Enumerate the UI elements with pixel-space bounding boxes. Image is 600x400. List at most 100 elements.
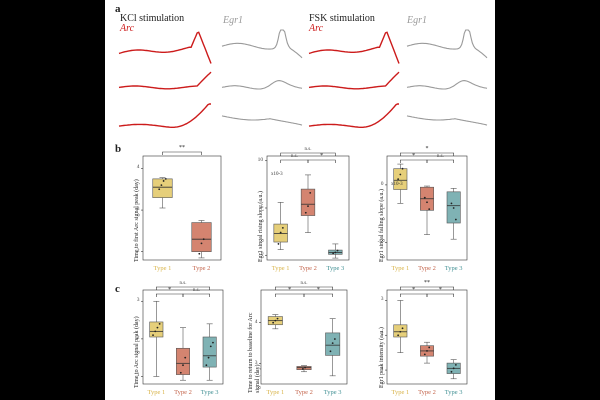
c3-sig-bracket-1 [426, 293, 454, 297]
b2-point-0-2 [281, 226, 284, 229]
c2-sig-bracket-2 [275, 286, 333, 290]
fsk-egr-trace-row2 [406, 80, 488, 90]
kcl-arc-label: Arc [120, 23, 135, 34]
fsk-arc-trace-row1 [308, 31, 400, 64]
c3-point-2-0 [450, 370, 453, 373]
fsk-egr-trace-row1 [406, 29, 488, 59]
b2-sig-bracket-2 [280, 152, 336, 156]
c3-point-2-1 [452, 367, 455, 370]
c2-box-2 [325, 332, 341, 356]
fsk-title: FSK stimulation [309, 13, 375, 24]
c1-point-0-0 [152, 334, 154, 337]
b2-point-1-0 [304, 211, 307, 214]
c3-point-0-2 [401, 327, 404, 330]
c2-frame [260, 289, 348, 385]
b3-point-1-2 [428, 208, 431, 211]
c2-sig-label-2: n.s. [300, 281, 308, 286]
kcl-arc-trace-row2 [118, 71, 212, 90]
panel-label-c: c [115, 283, 120, 295]
c3-frame [386, 289, 468, 385]
c1-ytick-label-1: 2 [136, 334, 140, 341]
c1-category-2: Type 3 [200, 389, 219, 396]
c1-box-0 [149, 321, 164, 338]
c2-point-2-1 [331, 342, 334, 345]
b3-sig-bracket-2 [400, 152, 454, 156]
c2-point-0-0 [272, 321, 275, 324]
c2-point-0-2 [276, 317, 279, 320]
c1-sig-label-2: n.s. [179, 281, 187, 286]
b2-category-1: Type 2 [299, 265, 317, 272]
fsk-arc-trace-row2 [308, 71, 400, 90]
b2-sig-label-2: n.s. [304, 147, 312, 152]
c1-category-0: Type 1 [147, 389, 166, 396]
kcl-egr1-label: Egr1 [223, 15, 243, 26]
c1-sig-bracket-2 [156, 286, 210, 290]
b3-frame [386, 155, 468, 261]
b2-sig-bracket-1 [307, 159, 336, 163]
c2-category-1: Type 2 [295, 389, 313, 396]
b3-point-0-0 [397, 178, 400, 181]
b2-point-2-1 [334, 251, 337, 254]
b1-ytick-label-0: 2 [136, 247, 140, 254]
c1-point-0-2 [156, 326, 159, 329]
c1-point-2-2 [209, 345, 212, 348]
b2-category-0: Type 1 [271, 265, 290, 272]
b3-sig-label-1: n.s. [436, 154, 444, 159]
b3-point-0-1 [399, 173, 402, 176]
b3-point-2-1 [452, 207, 455, 209]
c1-sig-bracket-1 [182, 293, 210, 297]
kcl-egr-trace-row1 [221, 29, 303, 59]
c3-point-0-0 [397, 334, 400, 337]
b1-point-0-0 [158, 188, 161, 191]
c3-sig-label-2: ** [424, 280, 430, 286]
c1-sig-label-1: n.s. [192, 288, 200, 293]
b2-exponent: x10-3 [271, 172, 283, 177]
c3-point-0-1 [399, 330, 402, 333]
c1-point-1-1 [182, 364, 184, 367]
b1-ytick-label-1: 3 [136, 206, 140, 213]
b2-sig-label-0: n.s. [290, 154, 298, 159]
b1-ytick-label-2: 4 [136, 164, 140, 171]
b3-ytick-label-0: -5 [377, 238, 383, 245]
b3-box-0 [393, 168, 408, 190]
kcl-arc-trace-row3 [118, 103, 211, 129]
kcl-egr-trace-row3 [221, 115, 303, 126]
b3-point-1-1 [426, 201, 428, 204]
b3-point-1-0 [423, 196, 426, 199]
b3-category-0: Type 1 [391, 265, 410, 272]
c1-ytick-label-2: 3 [136, 297, 140, 304]
c3-sig-label-1: * [438, 287, 442, 293]
figure: a b c KCl stimulation Arc Egr1 FSK stimu… [105, 0, 495, 400]
c2-sig-label-0: * [288, 287, 292, 293]
b3-exponent: x10-3 [391, 182, 403, 187]
c2-category-0: Type 1 [266, 389, 285, 396]
fsk-arc-trace-row3 [308, 103, 399, 129]
b3-category-2: Type 3 [444, 265, 463, 272]
c1-point-0-1 [154, 330, 157, 333]
b3-point-2-0 [450, 202, 453, 205]
b2-point-1-1 [307, 205, 309, 208]
b2-ytick-label-0: 0 [260, 251, 264, 258]
c2-point-1-0 [302, 367, 304, 370]
b2-category-2: Type 3 [326, 265, 345, 272]
figure-canvas [118, 29, 488, 385]
b1-box-0 [152, 178, 173, 198]
c1-sig-label-0: * [168, 287, 172, 293]
b1-category-0: Type 1 [153, 265, 172, 272]
c3-sig-label-0: * [412, 287, 416, 293]
b3-point-0-2 [401, 167, 404, 170]
c3-point-1-2 [428, 346, 431, 349]
c1-category-1: Type 2 [174, 389, 192, 396]
b1-category-1: Type 2 [192, 265, 211, 272]
b3-sig-label-2: * [425, 146, 429, 152]
b1-point-1-1 [200, 242, 203, 245]
b3-point-2-2 [454, 218, 457, 221]
c2-sig-bracket-1 [303, 293, 333, 297]
c3-sig-bracket-0 [400, 293, 428, 297]
c3-category-0: Type 1 [391, 389, 410, 396]
b3-category-1: Type 2 [418, 265, 436, 272]
b3-sig-bracket-1 [426, 159, 454, 163]
b2-point-0-0 [277, 243, 280, 245]
c3-point-2-2 [454, 363, 457, 366]
c1-box-1 [176, 347, 190, 375]
